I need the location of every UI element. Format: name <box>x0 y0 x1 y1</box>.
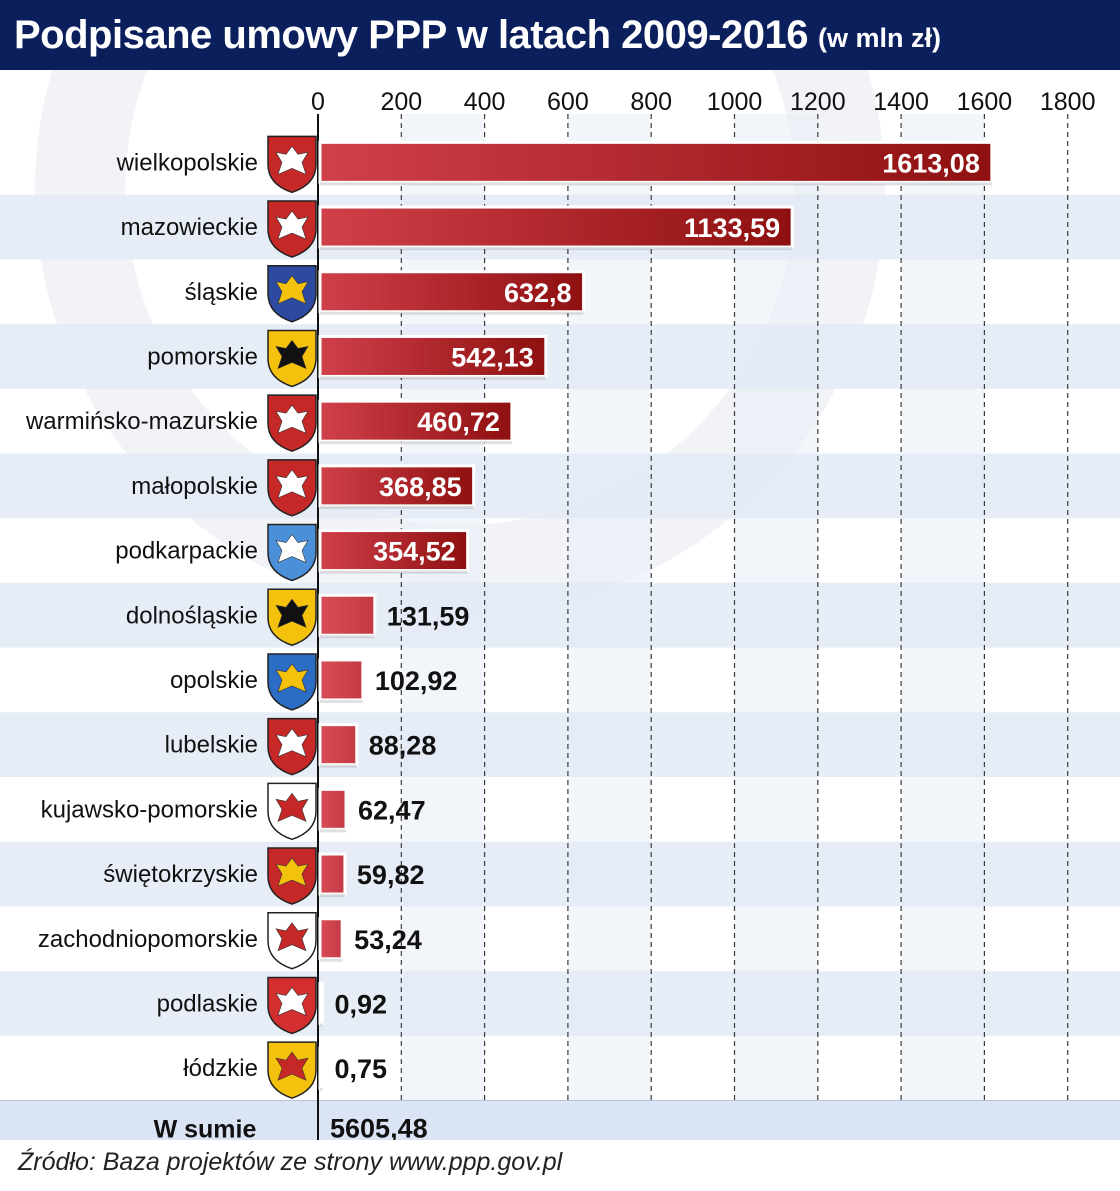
bar <box>318 917 344 961</box>
bar-shadow <box>320 376 546 380</box>
total-label: W sumie <box>154 1116 257 1141</box>
value-label: 542,13 <box>451 342 534 372</box>
bar <box>318 334 548 378</box>
coat-of-arms-zachodniopomorskie <box>267 912 317 970</box>
category-label: lubelskie <box>165 732 258 759</box>
bar <box>318 593 377 637</box>
value-label: 62,47 <box>358 795 426 825</box>
x-tick-label: 1200 <box>790 88 846 116</box>
category-label: dolnośląskie <box>126 602 258 629</box>
coat-of-arms-warminsko-mazurskie <box>267 394 317 452</box>
value-label: 102,92 <box>375 666 458 696</box>
x-tick-label: 0 <box>311 88 325 116</box>
row-stripe <box>0 324 1120 389</box>
bar <box>318 981 324 1025</box>
total-row-band <box>0 1100 1120 1140</box>
coat-of-arms-lodzkie <box>267 1041 317 1099</box>
bar-shadow <box>320 247 793 251</box>
x-tick-label: 800 <box>630 88 672 116</box>
bar <box>318 399 514 443</box>
category-label: warmińsko-mazurskie <box>25 408 258 435</box>
coat-of-arms-podlaskie <box>267 976 317 1035</box>
category-label: zachodniopomorskie <box>38 926 258 953</box>
value-label: 0,75 <box>335 1054 388 1084</box>
category-label: pomorskie <box>147 343 258 370</box>
value-label: 131,59 <box>387 601 470 631</box>
x-tick-label: 600 <box>547 88 589 116</box>
chart-header: Podpisane umowy PPP w latach 2009-2016 (… <box>0 0 1120 70</box>
bar-shadow <box>320 182 992 186</box>
bar <box>318 1046 324 1090</box>
x-tick-label: 1000 <box>707 88 763 116</box>
bar-shadow <box>320 699 363 703</box>
bar-shadow <box>320 570 468 574</box>
coat-of-arms-kujawsko-pomorskie <box>267 782 317 841</box>
total-value: 5605,48 <box>330 1114 428 1141</box>
coat-of-arms-podkarpackie <box>267 523 317 582</box>
category-label: podkarpackie <box>115 538 258 565</box>
x-tick-label: 1600 <box>957 88 1013 116</box>
value-label: 59,82 <box>357 860 425 890</box>
value-label: 368,85 <box>379 472 462 502</box>
bar <box>318 205 794 249</box>
coat-of-arms-pomorskie <box>267 329 317 388</box>
bar <box>318 140 994 184</box>
x-tick-label: 200 <box>380 88 422 116</box>
bar <box>318 464 476 508</box>
row-stripe <box>0 453 1120 519</box>
value-label: 53,24 <box>354 925 422 955</box>
row-stripe <box>0 712 1120 777</box>
coat-of-arms-wielkopolskie <box>267 135 317 194</box>
bar-shadow <box>320 1088 323 1092</box>
coat-of-arms-swietokrzyskie <box>267 847 317 905</box>
x-tick-label: 1800 <box>1040 88 1096 116</box>
value-label: 88,28 <box>369 731 437 761</box>
bar-shadow <box>320 958 343 962</box>
category-label: podlaskie <box>157 990 258 1017</box>
category-label: opolskie <box>170 667 258 694</box>
category-label: łódzkie <box>183 1055 258 1082</box>
value-label: 1133,59 <box>684 213 780 243</box>
category-label: kujawsko-pomorskie <box>41 796 258 823</box>
bar-shadow <box>320 311 584 315</box>
category-label: mazowieckie <box>121 214 258 241</box>
bar-chart: 0 200 400 600 800 1000 1200 1400 1600 1800 wielkop… <box>0 70 1120 1140</box>
value-label: 0,92 <box>335 989 388 1019</box>
coat-of-arms-malopolskie <box>267 459 317 517</box>
value-label: 460,72 <box>417 407 500 437</box>
row-stripe <box>0 841 1120 907</box>
coat-of-arms-mazowieckie <box>267 200 317 258</box>
bar-shadow <box>320 505 474 509</box>
bar-shadow <box>320 1023 323 1027</box>
value-label: 354,52 <box>373 537 456 567</box>
row-stripe <box>0 971 1120 1036</box>
chart-title: Podpisane umowy PPP w latach 2009-2016 <box>14 12 808 57</box>
x-tick-label: 1400 <box>873 88 929 116</box>
category-label: świętokrzyskie <box>103 861 258 888</box>
bar <box>318 270 586 314</box>
category-label: małopolskie <box>131 473 258 500</box>
bar-shadow <box>320 894 345 898</box>
value-label: 1613,08 <box>882 148 980 178</box>
chart-unit: (w mln zł) <box>817 22 941 53</box>
bar <box>318 723 359 767</box>
bar-shadow <box>320 829 347 833</box>
bar-shadow <box>320 441 512 445</box>
bar <box>318 787 348 831</box>
category-label: wielkopolskie <box>116 149 258 176</box>
coat-of-arms-opolskie <box>267 653 317 711</box>
bar-shadow <box>320 764 357 768</box>
row-stripe <box>0 582 1120 648</box>
value-label: 632,8 <box>504 278 572 308</box>
bar-shadow <box>320 635 375 639</box>
coat-of-arms-slaskie <box>267 265 317 323</box>
category-label: śląskie <box>185 279 258 306</box>
bar <box>318 658 365 702</box>
coat-of-arms-lubelskie <box>267 717 317 776</box>
coat-of-arms-dolnoslaskie <box>267 588 317 647</box>
x-tick-label: 400 <box>464 88 506 116</box>
source-note: Źródło: Baza projektów ze strony www.ppp… <box>18 1148 563 1176</box>
bar <box>318 529 470 573</box>
bar <box>318 852 347 896</box>
